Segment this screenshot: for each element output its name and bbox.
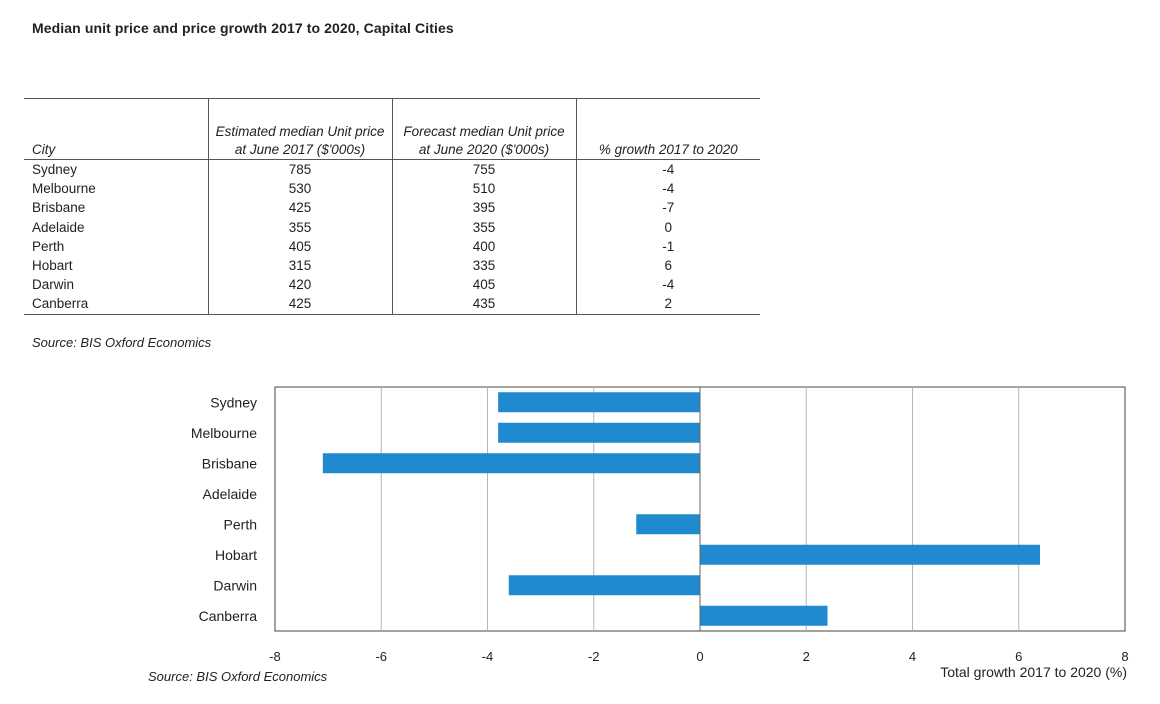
col-header-price-2020: Forecast median Unit price at June 2020 … [391, 98, 576, 160]
x-tick-label: -4 [482, 649, 494, 664]
cell-city: Sydney [32, 162, 78, 177]
cell-price-2017: 530 [207, 179, 392, 199]
table-row: Melbourne 530 510 -4 [24, 179, 760, 199]
cell-price-2020: 510 [391, 179, 576, 199]
table-header-row: City Estimated median Unit price at June… [24, 98, 760, 160]
cell-price-2020: 335 [391, 256, 576, 276]
tick-labels: -8 -6 -4 -2 0 2 4 6 8 [269, 649, 1128, 664]
table-row: Canberra 425 435 2 [24, 294, 760, 315]
cell-city: Brisbane [32, 200, 86, 216]
bar-darwin [508, 575, 700, 596]
x-tick-label: 6 [1015, 649, 1022, 664]
cell-price-2017: 420 [207, 275, 392, 295]
table-row: Brisbane 425 395 -7 [24, 198, 760, 218]
cell-price-2020: 405 [391, 275, 576, 295]
cell-growth: -7 [575, 198, 760, 218]
cell-city: Melbourne [32, 181, 96, 197]
cell-price-2020: 400 [391, 236, 576, 257]
cell-price-2020: 755 [391, 159, 576, 180]
x-tick-label: -8 [269, 649, 281, 664]
cell-growth: 2 [575, 294, 760, 315]
cell-growth: -4 [575, 275, 760, 295]
category-label: Hobart [215, 547, 257, 563]
table-row: Perth 405 400 -1 [24, 236, 760, 257]
cell-city: Adelaide [32, 219, 85, 235]
cell-price-2020: 435 [391, 294, 576, 315]
bar-perth [636, 514, 700, 535]
category-label: Melbourne [191, 425, 257, 441]
table-row: Sydney 785 755 -4 [24, 159, 760, 180]
col-header-price-2017: Estimated median Unit price at June 2017… [207, 98, 392, 160]
category-labels: Sydney Melbourne Brisbane Adelaide Perth Hoba… [191, 394, 257, 624]
cell-growth: -4 [575, 159, 760, 180]
x-tick-label: 2 [803, 649, 810, 664]
cell-city: Darwin [32, 277, 75, 293]
cell-price-2020: 355 [391, 217, 576, 237]
table-row: Hobart 315 335 6 [24, 256, 760, 276]
cell-growth: 6 [575, 256, 760, 276]
bar-hobart [700, 544, 1040, 565]
cell-price-2017: 425 [207, 198, 392, 218]
cell-price-2017: 405 [207, 236, 392, 257]
price-table: City Estimated median Unit price at June… [24, 98, 760, 315]
category-label: Brisbane [202, 455, 257, 471]
x-tick-label: -6 [375, 649, 387, 664]
cell-growth: -1 [575, 236, 760, 257]
cell-growth: -4 [575, 179, 760, 199]
table-row: Darwin 420 405 -4 [24, 275, 760, 295]
category-label: Canberra [199, 608, 258, 624]
cell-city: Canberra [24, 294, 208, 315]
category-label: Adelaide [203, 486, 258, 502]
bar-melbourne [498, 422, 700, 443]
bar-series [322, 387, 1040, 631]
x-axis-title: Total growth 2017 to 2020 (%) [940, 664, 1127, 680]
category-label: Sydney [210, 394, 257, 410]
chart-source-note: Source: BIS Oxford Economics [148, 669, 328, 684]
category-label: Darwin [213, 577, 257, 593]
table-row: Adelaide 355 355 0 [24, 217, 760, 237]
cell-city: Perth [32, 238, 65, 254]
x-tick-label: 0 [696, 649, 703, 664]
x-tick-label: 4 [909, 649, 916, 664]
cell-price-2020: 395 [391, 198, 576, 218]
bar-brisbane [322, 453, 700, 474]
cell-price-2017: 425 [207, 294, 392, 315]
cell-city: Hobart [32, 258, 73, 274]
cell-growth: 0 [575, 217, 760, 237]
cell-price-2017: 355 [207, 217, 392, 237]
bar-sydney [498, 392, 700, 413]
page-title: Median unit price and price growth 2017 … [32, 20, 454, 36]
table-source-note: Source: BIS Oxford Economics [32, 335, 212, 350]
x-tick-label: -2 [588, 649, 600, 664]
bar-canberra [700, 605, 828, 626]
col-header-growth: % growth 2017 to 2020 [575, 98, 760, 160]
cell-price-2017: 785 [207, 159, 392, 180]
cell-price-2017: 315 [207, 256, 392, 276]
x-tick-label: 8 [1121, 649, 1128, 664]
col-header-city: City [24, 98, 208, 160]
category-label: Perth [224, 516, 257, 532]
